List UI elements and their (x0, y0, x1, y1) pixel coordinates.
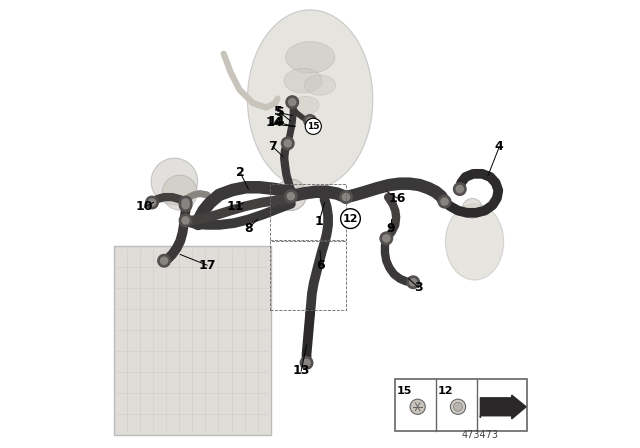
Text: 2: 2 (236, 166, 244, 179)
Text: 12: 12 (437, 386, 453, 396)
Circle shape (158, 254, 170, 267)
Circle shape (300, 357, 313, 369)
Ellipse shape (445, 204, 504, 280)
Circle shape (163, 175, 197, 210)
Circle shape (383, 235, 390, 242)
Circle shape (148, 199, 156, 206)
Circle shape (287, 193, 294, 200)
Text: 473473: 473473 (462, 430, 499, 439)
Circle shape (454, 183, 466, 195)
Circle shape (463, 198, 482, 218)
Text: 9: 9 (387, 222, 395, 235)
Polygon shape (481, 395, 526, 419)
Circle shape (438, 195, 451, 208)
Circle shape (304, 115, 316, 127)
Circle shape (179, 214, 192, 227)
Ellipse shape (292, 96, 319, 114)
Text: 10: 10 (136, 200, 153, 214)
Circle shape (179, 199, 192, 211)
Circle shape (451, 399, 466, 414)
Circle shape (410, 399, 425, 414)
Circle shape (305, 118, 321, 134)
Circle shape (285, 190, 297, 202)
Circle shape (342, 194, 349, 201)
Text: 15: 15 (397, 386, 412, 396)
Circle shape (410, 279, 417, 286)
Circle shape (407, 276, 419, 289)
Circle shape (340, 209, 360, 228)
Text: 1: 1 (315, 215, 323, 228)
Text: 16: 16 (388, 191, 406, 205)
Ellipse shape (248, 10, 373, 189)
Circle shape (182, 199, 189, 206)
Circle shape (441, 198, 448, 205)
Text: 8: 8 (244, 222, 253, 235)
Circle shape (275, 179, 307, 211)
Bar (270, 241, 346, 310)
Text: 11: 11 (227, 200, 244, 214)
Text: 6: 6 (317, 258, 325, 272)
Circle shape (179, 196, 192, 209)
Circle shape (284, 140, 291, 147)
Text: 12: 12 (342, 214, 358, 224)
Text: 14: 14 (266, 116, 283, 129)
Circle shape (182, 217, 189, 224)
Circle shape (307, 117, 314, 125)
Text: 7: 7 (269, 140, 277, 154)
Text: 13: 13 (292, 364, 310, 378)
Text: 15: 15 (307, 122, 319, 131)
Circle shape (340, 191, 352, 203)
Circle shape (146, 196, 158, 209)
Circle shape (456, 185, 463, 193)
Text: 3: 3 (414, 281, 423, 294)
Text: 5: 5 (276, 106, 285, 120)
Circle shape (182, 202, 189, 209)
Text: 17: 17 (198, 258, 216, 272)
Ellipse shape (304, 75, 336, 95)
Ellipse shape (284, 69, 322, 93)
Text: 4: 4 (495, 140, 504, 154)
Circle shape (454, 402, 463, 411)
Circle shape (289, 99, 296, 106)
Circle shape (161, 257, 168, 264)
Ellipse shape (285, 42, 335, 73)
Bar (270, 184, 346, 240)
Circle shape (380, 232, 392, 245)
Circle shape (151, 158, 198, 205)
Circle shape (286, 96, 298, 108)
Text: 5: 5 (275, 104, 283, 118)
Circle shape (282, 137, 294, 150)
FancyBboxPatch shape (396, 379, 527, 431)
Circle shape (303, 359, 310, 366)
Text: 14: 14 (268, 115, 285, 129)
FancyBboxPatch shape (114, 246, 271, 435)
